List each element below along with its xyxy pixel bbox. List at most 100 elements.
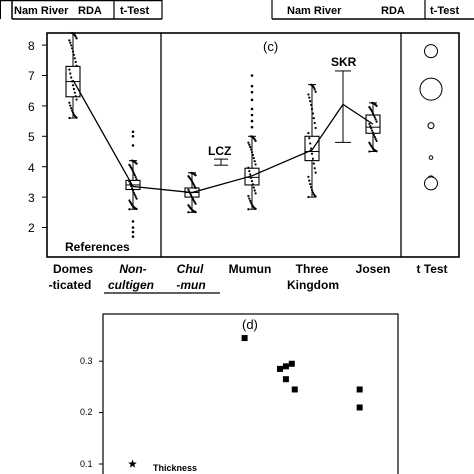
xlabel-three-2: Kingdom	[287, 278, 339, 292]
y-tick-8: 8	[28, 39, 35, 53]
annotation-lcz: LCZ	[208, 144, 231, 158]
data-point	[374, 118, 377, 121]
data-point	[134, 195, 137, 198]
data-point	[370, 127, 373, 130]
data-point	[307, 175, 310, 178]
data-point	[191, 197, 194, 200]
data-point	[187, 188, 190, 191]
data-point	[248, 197, 251, 200]
outlier-point	[250, 125, 254, 129]
xlabel-chulmun-2: -mun	[176, 278, 205, 292]
data-point	[75, 37, 78, 40]
xlabel-domesticated-2: -ticated	[49, 278, 92, 292]
data-point	[250, 135, 253, 138]
data-point	[131, 187, 134, 190]
t-test-circle	[419, 77, 443, 101]
d-y-tick-02: 0.2	[80, 407, 93, 417]
xlabel-three-1: Three	[296, 262, 329, 276]
data-point	[69, 41, 72, 44]
data-point	[71, 109, 74, 112]
data-point	[374, 137, 377, 141]
data-point	[192, 183, 195, 186]
data-point	[187, 211, 190, 214]
data-point	[68, 39, 71, 42]
outlier-point	[131, 226, 135, 229]
header-right-ttest: t-Test	[430, 5, 459, 17]
xlabel-ttest: t Test	[416, 262, 447, 276]
data-point	[368, 122, 371, 125]
data-point	[193, 185, 196, 188]
data-point	[314, 90, 317, 93]
data-point	[250, 203, 254, 206]
data-point	[71, 50, 75, 53]
outlier-point	[131, 135, 135, 138]
data-point	[373, 116, 376, 119]
data-point	[68, 68, 71, 71]
data-point	[314, 126, 317, 130]
data-point	[313, 167, 316, 170]
data-point	[372, 133, 375, 137]
panel-d-label: (d)	[242, 317, 258, 332]
xlabel-josen: Josen	[356, 262, 391, 276]
data-point	[309, 183, 312, 186]
data-point	[309, 142, 312, 145]
outlier-point	[250, 90, 254, 94]
data-point	[251, 153, 254, 157]
data-point	[308, 179, 311, 182]
scatter-square-point	[288, 360, 295, 367]
data-point	[307, 93, 310, 96]
data-point	[132, 191, 135, 194]
data-point	[133, 174, 136, 177]
scatter-square-point	[277, 365, 283, 372]
data-point	[371, 131, 375, 134]
outlier-point	[250, 119, 254, 123]
header-left-ttest: t-Test	[120, 5, 149, 17]
data-point	[72, 87, 75, 91]
header-left-namriver: Nam River	[14, 5, 69, 17]
data-point	[253, 160, 256, 163]
header-table-right: Nam River RDA t-Test	[271, 0, 474, 20]
data-point	[250, 201, 253, 204]
data-point	[375, 139, 378, 143]
data-point	[71, 47, 74, 50]
data-point	[310, 188, 314, 192]
data-point	[74, 95, 77, 98]
data-point	[135, 178, 138, 181]
xlabel-mumun: Mumun	[229, 262, 272, 276]
data-point	[253, 189, 256, 192]
annotation-skr: SKR	[331, 55, 357, 69]
data-point	[252, 186, 255, 189]
panel-c-plot	[65, 31, 443, 238]
scatter-star-point	[128, 459, 137, 468]
outlier-point	[250, 107, 254, 111]
data-point	[135, 197, 138, 200]
data-point	[131, 189, 135, 192]
outlier-point	[250, 74, 254, 77]
y-tick-5: 5	[28, 130, 35, 144]
data-point	[308, 96, 311, 99]
data-point	[311, 191, 314, 194]
header-table-left: Nam River RDA t-Test	[0, 0, 163, 20]
data-point	[375, 120, 378, 123]
panel-d-plot	[128, 335, 363, 468]
panel-d-frame	[102, 313, 399, 474]
panel-c-label: (c)	[263, 39, 278, 54]
outlier-point	[131, 144, 135, 147]
y-tick-7: 7	[28, 69, 35, 83]
data-point	[187, 175, 190, 178]
data-point	[128, 163, 131, 166]
data-point	[190, 195, 194, 199]
data-point	[310, 107, 314, 111]
data-point	[69, 72, 72, 75]
data-point	[371, 101, 374, 104]
outlier-point	[131, 230, 135, 234]
data-point	[309, 99, 312, 103]
data-point	[254, 163, 257, 166]
data-point	[190, 194, 193, 197]
data-point	[250, 148, 253, 151]
outlier-point	[131, 220, 135, 223]
data-point	[131, 170, 135, 173]
panel-d-y-axis: 0.3 0.2 0.1	[80, 356, 93, 469]
d-y-tick-01: 0.1	[80, 459, 93, 469]
data-point	[187, 204, 190, 207]
